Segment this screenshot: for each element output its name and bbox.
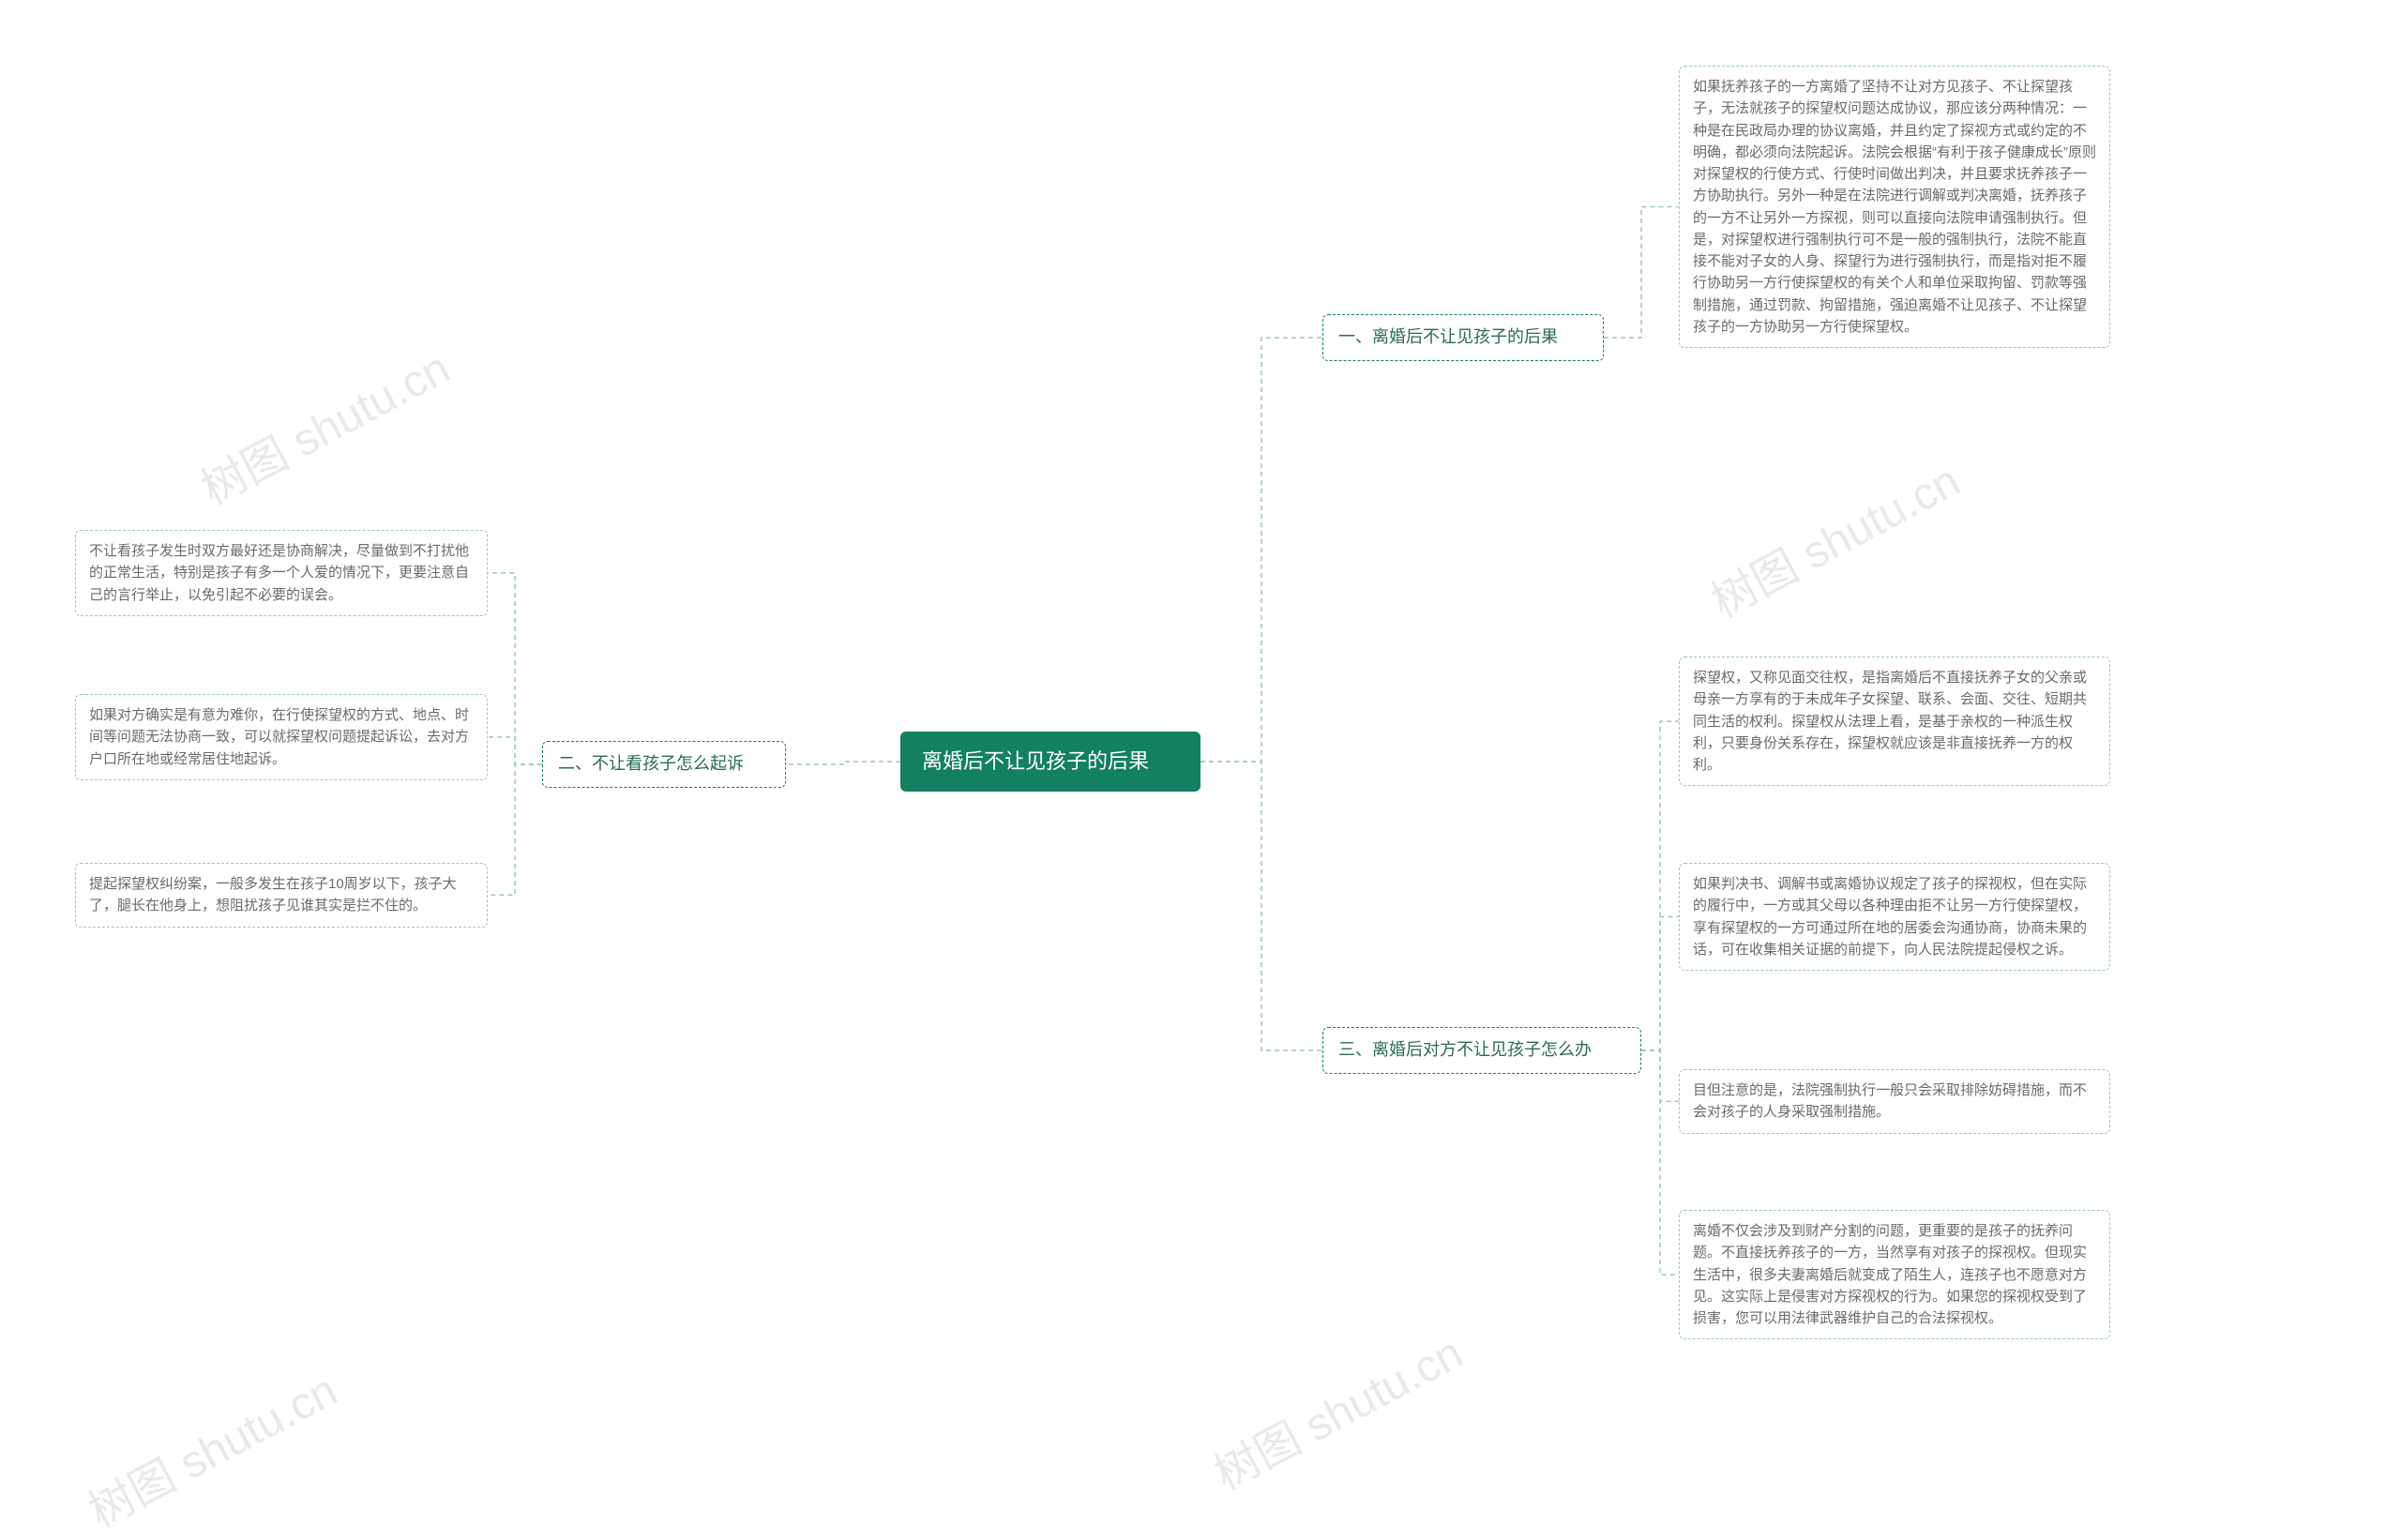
branch-2: 二、不让看孩子怎么起诉: [542, 741, 786, 788]
branch-3: 三、离婚后对方不让见孩子怎么办: [1322, 1027, 1641, 1074]
watermark: 树图 shutu.cn: [75, 1353, 347, 1539]
watermark: 树图 shutu.cn: [188, 331, 460, 517]
mindmap-root: 离婚后不让见孩子的后果: [900, 732, 1200, 792]
leaf-1-1: 如果抚养孩子的一方离婚了坚持不让对方见孩子、不让探望孩子，无法就孩子的探望权问题…: [1679, 66, 2110, 348]
branch-1: 一、离婚后不让见孩子的后果: [1322, 314, 1604, 361]
leaf-3-1: 探望权，又称见面交往权，是指离婚后不直接抚养子女的父亲或母亲一方享有的于未成年子…: [1679, 657, 2110, 786]
watermark: 树图 shutu.cn: [1200, 1316, 1472, 1502]
leaf-2-2: 如果对方确实是有意为难你，在行使探望权的方式、地点、时间等问题无法协商一致，可以…: [75, 694, 488, 780]
leaf-3-2: 如果判决书、调解书或离婚协议规定了孩子的探视权，但在实际的履行中，一方或其父母以…: [1679, 863, 2110, 971]
leaf-2-1: 不让看孩子发生时双方最好还是协商解决，尽量做到不打扰他的正常生活，特别是孩子有多…: [75, 530, 488, 616]
leaf-3-4: 离婚不仅会涉及到财产分割的问题，更重要的是孩子的抚养问题。不直接抚养孩子的一方，…: [1679, 1210, 2110, 1339]
watermark: 树图 shutu.cn: [1698, 444, 1970, 629]
leaf-3-3: 目但注意的是，法院强制执行一般只会采取排除妨碍措施，而不会对孩子的人身采取强制措…: [1679, 1069, 2110, 1134]
leaf-2-3: 提起探望权纠纷案，一般多发生在孩子10周岁以下，孩子大了，腿长在他身上，想阻扰孩…: [75, 863, 488, 928]
